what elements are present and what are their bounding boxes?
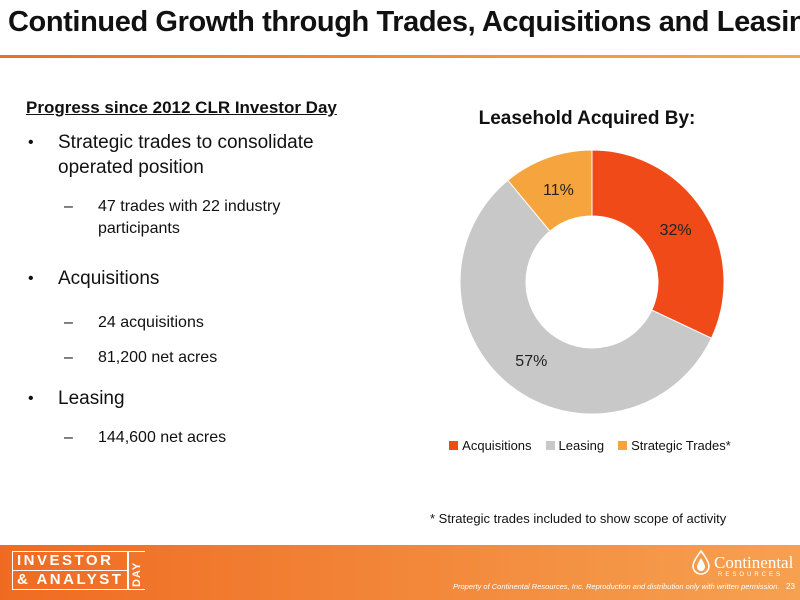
legend-item-strategic-trades: Strategic Trades* (618, 438, 731, 453)
footer-band (0, 545, 800, 600)
progress-subheading: Progress since 2012 CLR Investor Day (26, 98, 337, 117)
sub-bullet-text: 144,600 net acres (98, 429, 227, 446)
donut-slice-strategic-trades (507, 149, 593, 232)
legend-swatch (545, 441, 555, 450)
logo-words: INVESTOR & ANALYST (12, 551, 129, 590)
donut-data-label: 57% (515, 353, 547, 370)
chart-title: Leasehold Acquired By: (478, 108, 696, 129)
logo-line-investor: INVESTOR (12, 551, 129, 571)
dash-icon: – (64, 198, 73, 215)
legend-swatch (618, 441, 628, 450)
dash-icon: – (64, 349, 73, 366)
bullet-text: Strategic trades to consolidate operated… (58, 132, 314, 178)
bullet-dot-icon: • (28, 134, 34, 151)
continental-logo: Continental RESOURCES (690, 550, 794, 578)
oil-drop-icon (692, 550, 710, 575)
title-divider (0, 55, 800, 58)
sub-bullet-text: 47 trades with 22 industry participants (98, 198, 281, 237)
bullet-text: Leasing (58, 388, 125, 409)
legend-label: Acquisitions (462, 438, 532, 453)
sub-bullet-text: 81,200 net acres (98, 349, 218, 366)
slide-title: Continued Growth through Trades, Acquisi… (8, 6, 800, 38)
legend-item-leasing: Leasing (545, 438, 605, 453)
logo-line-analyst: & ANALYST (12, 571, 129, 590)
legend-label: Leasing (558, 438, 605, 453)
donut-slice-leasing (459, 179, 713, 415)
sub-bullet-text: 24 acquisitions (98, 314, 204, 331)
chart-legend: Acquisitions Leasing Strategic Trades* (420, 438, 760, 453)
legend-item-acquisitions: Acquisitions (449, 438, 532, 453)
bullet-dot-icon: • (28, 270, 34, 287)
donut-chart: 32% 57% 11% (459, 149, 725, 415)
dash-icon: – (64, 429, 73, 446)
dash-icon: – (64, 314, 73, 331)
donut-data-label: 11% (543, 182, 574, 199)
page-number: 23 (786, 582, 795, 591)
bullet-text: Acquisitions (58, 268, 160, 289)
legend-label: Strategic Trades* (631, 438, 731, 453)
logo-day: DAY (128, 551, 146, 590)
disclaimer: Property of Continental Resources, Inc. … (453, 582, 780, 591)
legend-swatch (449, 441, 459, 450)
company-sub: RESOURCES (718, 572, 784, 578)
company-name: Continental (714, 553, 794, 572)
donut-slice-acquisitions (591, 149, 725, 339)
bullet-dot-icon: • (28, 390, 34, 407)
footnote: * Strategic trades included to show scop… (430, 511, 727, 526)
investor-day-logo: INVESTOR & ANALYST DAY (12, 551, 146, 590)
donut-data-label: 32% (660, 222, 692, 239)
